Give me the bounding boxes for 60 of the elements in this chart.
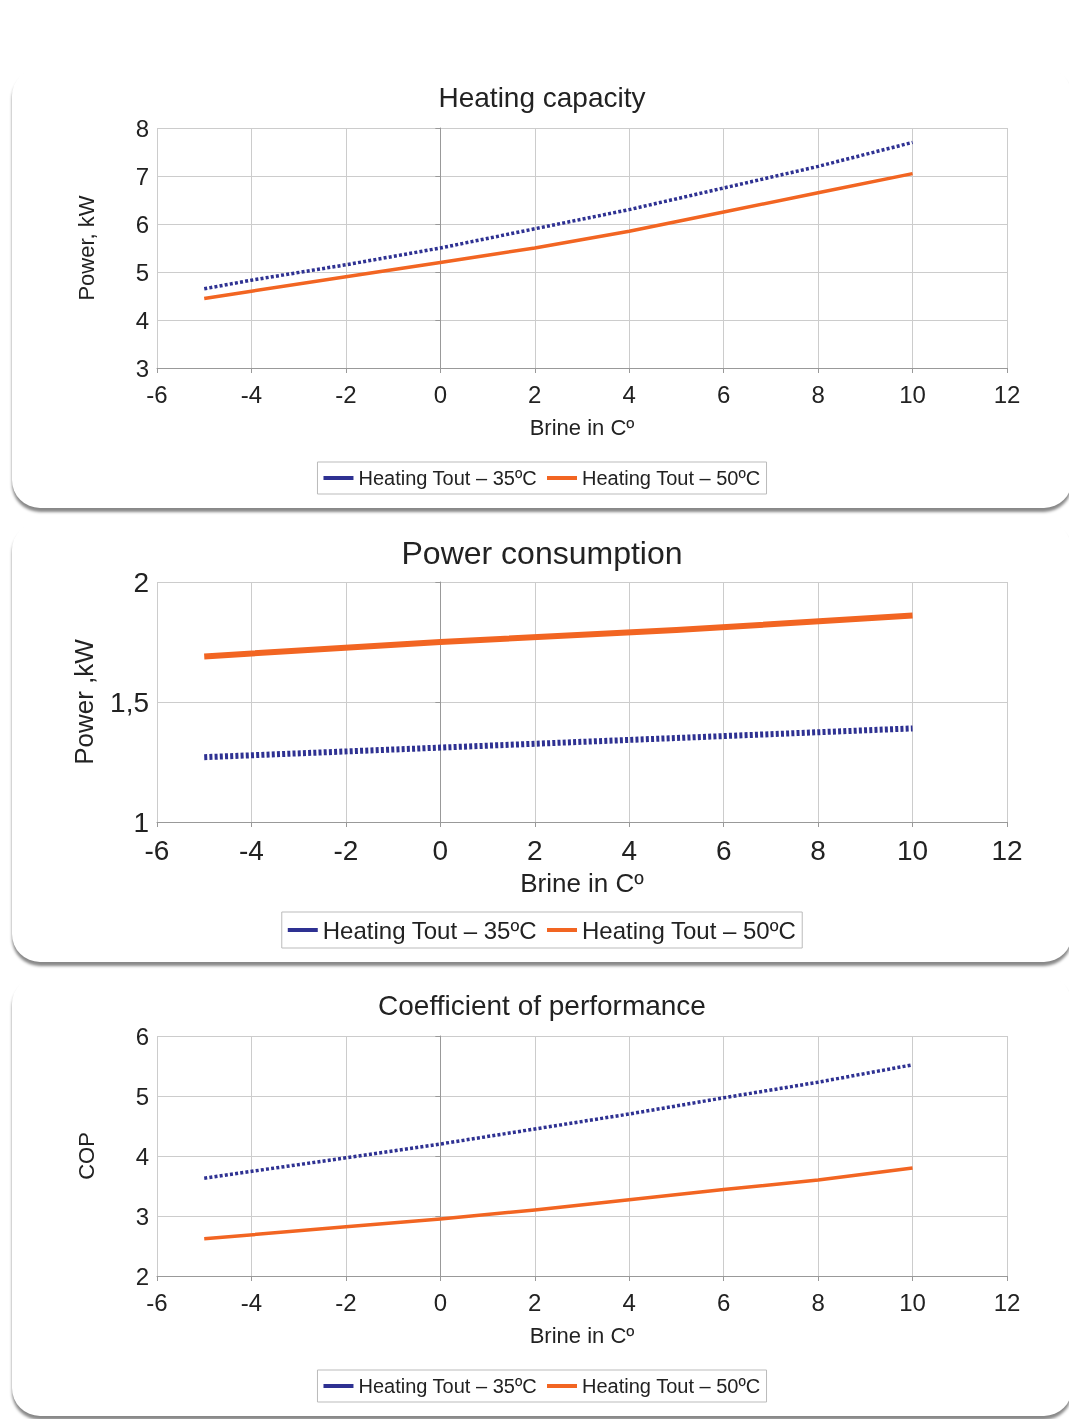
y-tick-label: 2 — [133, 566, 149, 598]
x-tick-label: 2 — [526, 834, 543, 866]
x-tick-label: -6 — [146, 1288, 168, 1316]
x-tick-label: 10 — [899, 1288, 926, 1316]
x-tick-label: -6 — [146, 380, 168, 408]
x-tick-label: 4 — [621, 834, 638, 866]
x-tick-label: 6 — [716, 380, 731, 408]
chart-title: Coefficient of performance — [378, 989, 706, 1021]
y-axis-title: COP — [73, 1132, 99, 1180]
y-axis-title: Power ,kW — [69, 638, 99, 765]
x-tick-label: -2 — [335, 380, 357, 408]
x-axis-title: Brine in Cº — [520, 868, 645, 898]
y-axis-title: Power, kW — [73, 195, 99, 301]
chart-title: Power consumption — [401, 535, 683, 571]
x-tick-label: 8 — [810, 834, 826, 866]
legend-label: Heating Tout – 50ºC — [582, 1375, 761, 1397]
x-tick-label: 8 — [811, 380, 825, 408]
legend-label: Heating Tout – 35ºC — [322, 916, 537, 944]
y-tick-label: 6 — [135, 1022, 149, 1050]
x-axis-title: Brine in Cº — [529, 414, 635, 440]
x-tick-label: 6 — [715, 834, 732, 866]
y-tick-label: 5 — [135, 258, 149, 286]
x-tick-label: 0 — [432, 834, 449, 866]
x-tick-label: 12 — [993, 1288, 1021, 1316]
y-tick-label: 8 — [135, 114, 149, 142]
legend-label: Heating Tout – 50ºC — [582, 467, 761, 489]
y-tick-label: 4 — [135, 306, 149, 334]
y-tick-label: 2 — [135, 1262, 149, 1290]
x-tick-label: 12 — [991, 834, 1023, 866]
y-tick-label: 7 — [135, 162, 149, 190]
y-tick-label: 4 — [135, 1142, 149, 1170]
x-tick-label: -4 — [240, 380, 263, 408]
line-series — [202, 140, 915, 291]
line-series — [202, 171, 915, 301]
legend-label: Heating Tout – 35ºC — [358, 467, 537, 489]
chart-title: Heating capacity — [438, 81, 646, 113]
x-tick-label: 0 — [433, 1288, 448, 1316]
line-series — [202, 1166, 915, 1241]
x-tick-label: -2 — [335, 1288, 357, 1316]
legend-label: Heating Tout – 35ºC — [358, 1375, 537, 1397]
x-tick-label: 2 — [528, 1288, 542, 1316]
x-axis-title: Brine in Cº — [529, 1322, 635, 1348]
x-tick-label: -4 — [240, 1288, 263, 1316]
y-tick-label: 5 — [135, 1082, 149, 1110]
x-tick-label: 2 — [528, 380, 542, 408]
x-tick-label: 8 — [811, 1288, 825, 1316]
x-tick-label: -4 — [238, 834, 264, 866]
x-tick-label: 0 — [433, 380, 448, 408]
x-tick-label: 6 — [716, 1288, 731, 1316]
x-tick-label: 12 — [993, 380, 1021, 408]
legend-label: Heating Tout – 50ºC — [582, 916, 796, 944]
y-tick-label: 6 — [135, 210, 149, 238]
y-tick-label: 3 — [135, 354, 149, 382]
x-tick-label: 10 — [899, 380, 926, 408]
x-tick-label: 4 — [622, 380, 636, 408]
y-tick-label: 1,5 — [110, 686, 149, 718]
x-tick-label: 10 — [896, 834, 929, 866]
y-tick-label: 3 — [135, 1202, 149, 1230]
x-tick-label: -2 — [333, 834, 359, 866]
x-tick-label: 4 — [622, 1288, 636, 1316]
